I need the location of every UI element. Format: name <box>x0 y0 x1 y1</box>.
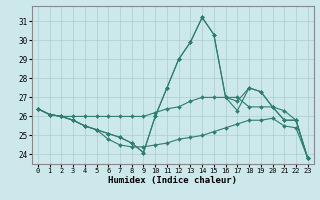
X-axis label: Humidex (Indice chaleur): Humidex (Indice chaleur) <box>108 176 237 185</box>
